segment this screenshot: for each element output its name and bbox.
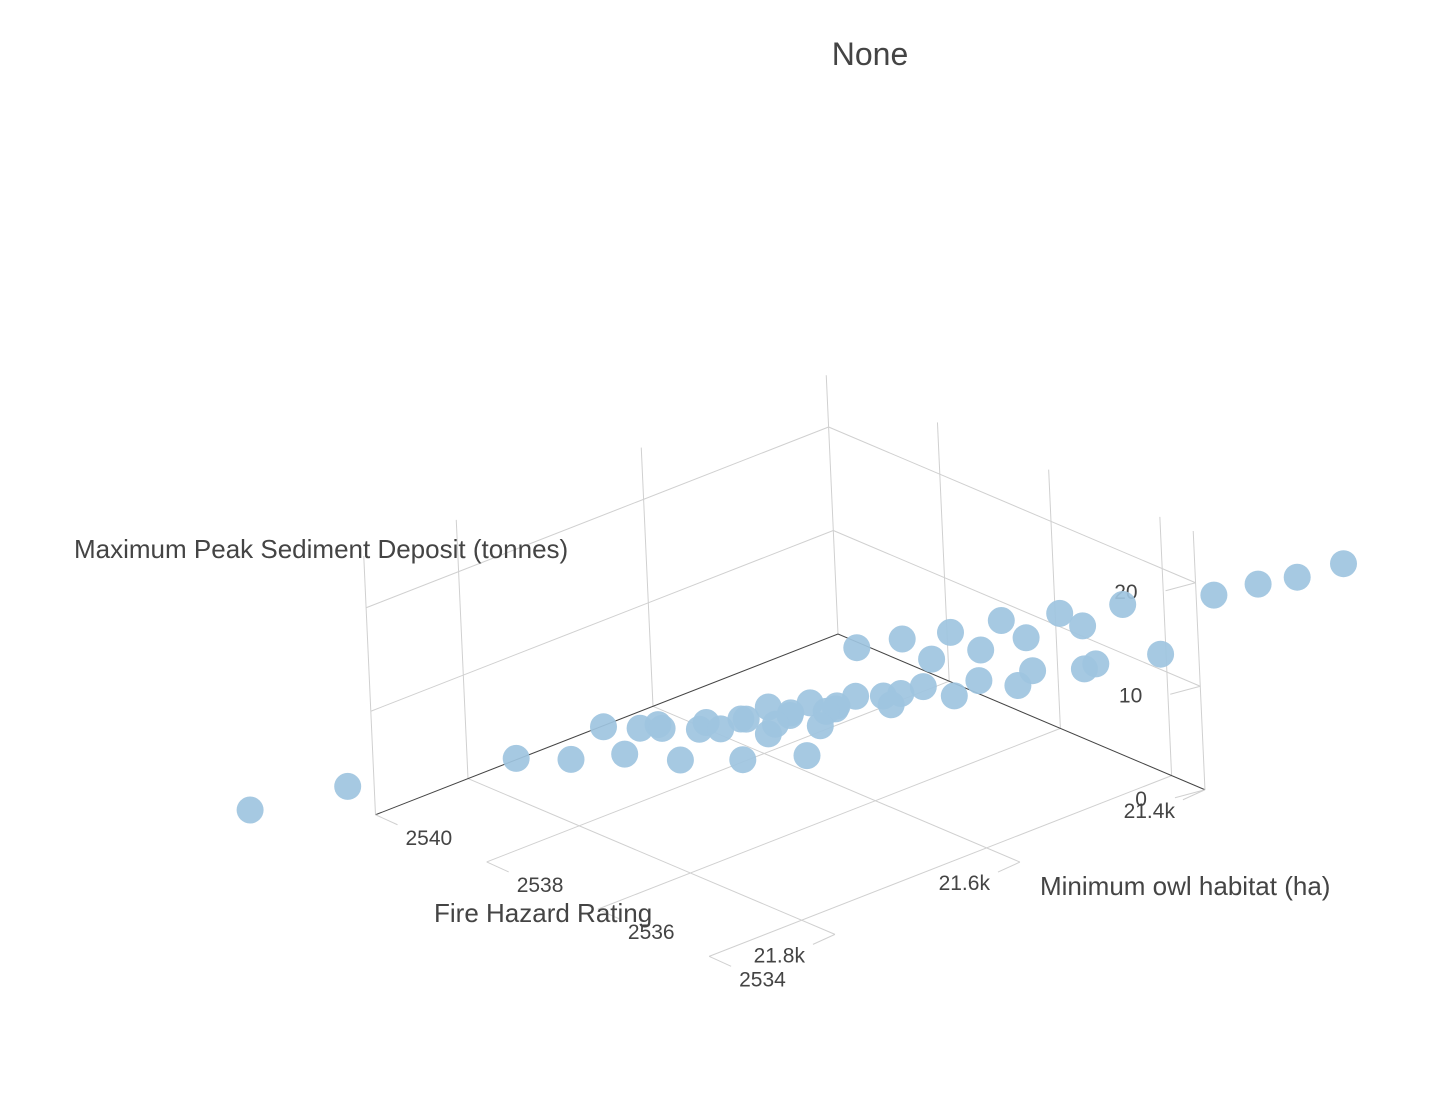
z-tick-mark bbox=[1165, 582, 1196, 592]
z-axis-title: Maximum Peak Sediment Deposit (tonnes) bbox=[74, 534, 568, 564]
y-tick-mark bbox=[486, 861, 509, 873]
y-tick-label: 2538 bbox=[517, 874, 564, 897]
data-point[interactable] bbox=[965, 667, 993, 695]
data-point[interactable] bbox=[666, 746, 694, 774]
grid-line-side-z bbox=[370, 530, 834, 712]
data-point[interactable] bbox=[806, 712, 834, 740]
chart-title: None bbox=[831, 36, 909, 72]
grid-line-back-y bbox=[1048, 469, 1061, 729]
grid-line-back-z bbox=[828, 426, 1196, 584]
data-point[interactable] bbox=[918, 645, 946, 673]
y-tick-label: 2540 bbox=[406, 827, 453, 850]
data-point[interactable] bbox=[626, 714, 654, 742]
y-tick-mark bbox=[708, 955, 732, 967]
grid-line-floor-x bbox=[467, 778, 836, 935]
data-point[interactable] bbox=[557, 745, 585, 773]
data-point[interactable] bbox=[877, 691, 905, 719]
data-point[interactable] bbox=[967, 636, 995, 664]
grid-line-side-x bbox=[455, 519, 469, 779]
data-point[interactable] bbox=[1244, 570, 1272, 598]
z-tick-mark bbox=[1170, 685, 1201, 695]
grid-edge-right bbox=[363, 555, 376, 815]
data-point[interactable] bbox=[729, 746, 757, 774]
x-tick-label: 21.6k bbox=[939, 872, 991, 895]
data-point[interactable] bbox=[334, 772, 362, 800]
data-point[interactable] bbox=[1147, 640, 1175, 668]
x-axis-title: Fire Hazard Rating bbox=[434, 898, 652, 928]
data-point[interactable] bbox=[1012, 624, 1040, 652]
data-point[interactable] bbox=[937, 618, 964, 646]
data-point[interactable] bbox=[611, 740, 639, 768]
grid-line-side-z bbox=[365, 426, 829, 609]
data-point[interactable] bbox=[1109, 591, 1137, 618]
data-point[interactable] bbox=[648, 714, 676, 742]
data-point[interactable] bbox=[502, 744, 530, 772]
z-tick-label: 0 bbox=[1135, 788, 1147, 811]
data-point[interactable] bbox=[843, 634, 871, 662]
y-tick-label: 2534 bbox=[739, 968, 786, 991]
y-axis-line bbox=[837, 633, 1206, 791]
data-point[interactable] bbox=[1330, 550, 1357, 578]
x-tick-mark bbox=[812, 933, 836, 945]
x-tick-label: 21.4k bbox=[1124, 800, 1176, 823]
data-point[interactable] bbox=[707, 715, 735, 743]
data-point[interactable] bbox=[987, 607, 1015, 634]
grid-line-back-z bbox=[833, 530, 1201, 687]
data-point[interactable] bbox=[236, 796, 264, 824]
grid-line-floor-y bbox=[597, 727, 1061, 910]
data-point[interactable] bbox=[1070, 655, 1098, 683]
grid-edge-corner bbox=[825, 375, 839, 635]
z-tick-label: 10 bbox=[1119, 684, 1142, 707]
grid-line-floor-y bbox=[486, 680, 950, 863]
data-point[interactable] bbox=[1004, 672, 1032, 699]
grid-line-side-x bbox=[640, 447, 654, 707]
data-point[interactable] bbox=[590, 713, 617, 741]
data-point[interactable] bbox=[888, 625, 916, 653]
data-point[interactable] bbox=[732, 705, 760, 733]
y-tick-label: 2536 bbox=[628, 921, 675, 944]
data-point[interactable] bbox=[754, 720, 782, 748]
data-point[interactable] bbox=[1200, 581, 1228, 609]
x-tick-mark bbox=[997, 861, 1021, 873]
points-layer bbox=[236, 550, 1357, 824]
y-axis-title: Minimum owl habitat (ha) bbox=[1040, 871, 1330, 901]
grid-line-floor-y bbox=[708, 775, 1172, 957]
data-point[interactable] bbox=[1046, 599, 1074, 627]
z-tick-mark bbox=[1174, 789, 1206, 799]
grid-edge-left bbox=[1192, 530, 1206, 790]
data-point[interactable] bbox=[909, 673, 937, 701]
data-point[interactable] bbox=[793, 742, 821, 770]
x-tick-mark bbox=[1182, 789, 1206, 801]
data-point[interactable] bbox=[940, 682, 968, 710]
x-tick-label: 21.8k bbox=[754, 944, 806, 967]
data-point[interactable] bbox=[1069, 612, 1097, 640]
y-tick-mark bbox=[375, 814, 398, 826]
y-tick-mark bbox=[597, 908, 621, 920]
data-point[interactable] bbox=[1283, 563, 1311, 591]
label-layer: Fire Hazard Rating Minimum owl habitat (… bbox=[74, 534, 1330, 928]
